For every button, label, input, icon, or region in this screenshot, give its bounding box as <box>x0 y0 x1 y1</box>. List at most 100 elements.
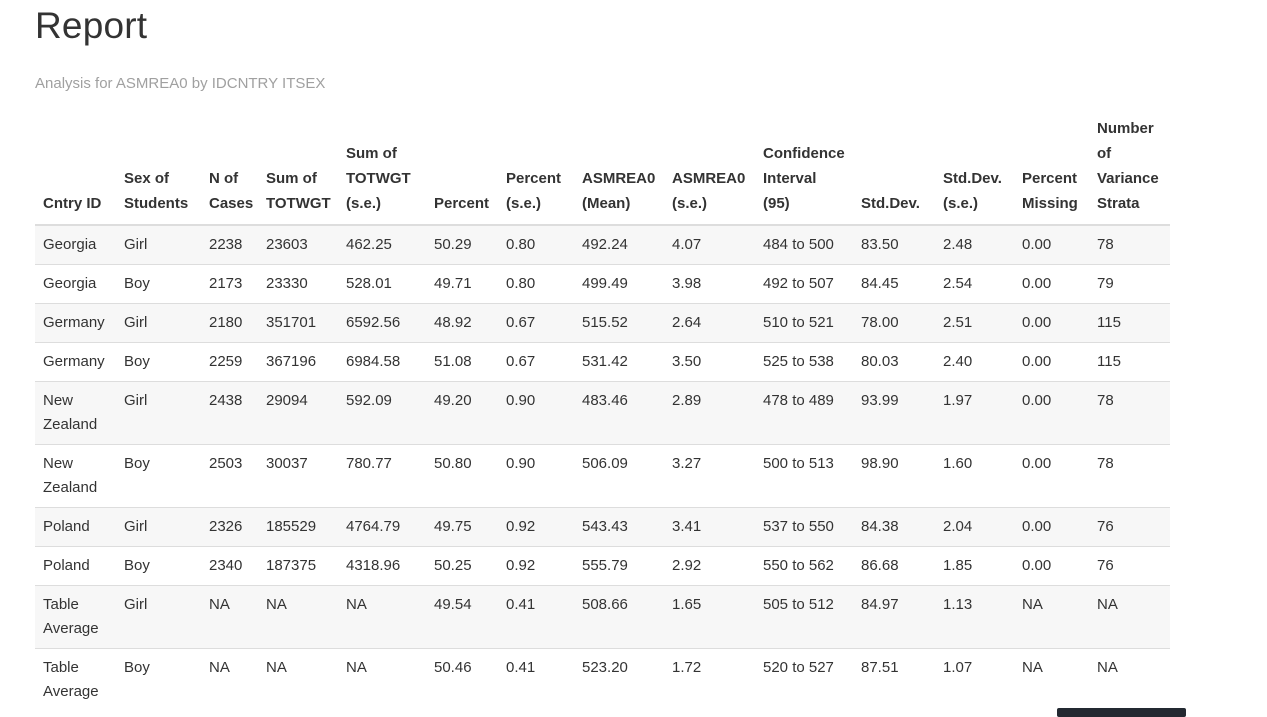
table-cell: 0.00 <box>1014 507 1089 547</box>
column-header-13: Percent Missing <box>1014 108 1089 226</box>
table-cell: Girl <box>116 381 201 445</box>
table-cell: 492 to 507 <box>755 264 853 304</box>
table-cell: 49.75 <box>426 507 498 547</box>
table-cell: 0.80 <box>498 264 574 304</box>
table-cell: 84.38 <box>853 507 935 547</box>
table-cell: 6984.58 <box>338 342 426 382</box>
table-cell: 2.89 <box>664 381 755 445</box>
table-cell: 2503 <box>201 444 258 508</box>
table-row: Table Average Boy NA NA NA 50.46 0.41 523.20 1.7… <box>35 648 1170 712</box>
table-cell: NA <box>201 648 258 712</box>
table-cell: 0.00 <box>1014 342 1089 382</box>
table-row: Germany Girl 2180 351701 6592.56 48.92 0.67 515… <box>35 303 1170 343</box>
table-header: Cntry ID Sex of Students N of Cases Sum of … <box>35 108 1170 226</box>
column-header-4: Sum of TOTWGT <box>258 108 338 226</box>
table-cell: 76 <box>1089 546 1170 586</box>
table-cell: 80.03 <box>853 342 935 382</box>
table-cell: Poland <box>35 507 116 547</box>
table-cell: 0.00 <box>1014 264 1089 304</box>
table-cell: 84.97 <box>853 585 935 649</box>
table-cell: 1.97 <box>935 381 1014 445</box>
table-cell: 1.60 <box>935 444 1014 508</box>
table-cell: 0.00 <box>1014 303 1089 343</box>
table-cell: 550 to 562 <box>755 546 853 586</box>
table-cell: 78 <box>1097 236 1114 253</box>
column-header-10: Confidence Interval (95) <box>755 108 853 226</box>
table-cell: 520 to 527 <box>755 648 853 712</box>
table-cell: 2.64 <box>664 303 755 343</box>
table-cell: 51.08 <box>426 342 498 382</box>
table-cell: 78 <box>1089 444 1170 508</box>
table-cell: 0.41 <box>498 585 574 649</box>
table-cell: 0.92 <box>498 507 574 547</box>
table-cell: 4.07 <box>672 236 702 253</box>
page-title: Report <box>35 5 148 46</box>
table-cell: 50.25 <box>426 546 498 586</box>
table-row: Poland Boy 2340 187375 4318.96 50.25 0.92 555.7… <box>35 546 1170 586</box>
table-cell: 500 to 513 <box>755 444 853 508</box>
table-row: Georgia Girl 2238 23603 462.25 50.29 0.80 492.2… <box>35 225 1170 265</box>
table-cell: 537 to 550 <box>755 507 853 547</box>
table-cell: 483.46 <box>574 381 664 445</box>
column-header-1: Cntry ID <box>35 108 116 226</box>
table-cell: NA <box>1089 585 1170 649</box>
table-cell: 23603 <box>266 236 308 253</box>
table-cell: 525 to 538 <box>755 342 853 382</box>
table-cell: 0.92 <box>498 546 574 586</box>
table-cell: 0.67 <box>498 303 574 343</box>
table-cell: 2238 <box>209 236 243 253</box>
table-cell: 508.66 <box>574 585 664 649</box>
table-cell: 0.00 <box>1014 546 1089 586</box>
table-cell: 2340 <box>201 546 258 586</box>
table-cell: 86.68 <box>853 546 935 586</box>
table-cell: 3.41 <box>664 507 755 547</box>
table-cell: 351701 <box>258 303 338 343</box>
table-cell: NA <box>1014 648 1089 712</box>
table-cell: NA <box>338 585 426 649</box>
table-cell: 6592.56 <box>338 303 426 343</box>
table-cell: 2.92 <box>664 546 755 586</box>
analysis-subtitle: Analysis for ASMREA0 by IDCNTRY ITSEX <box>35 75 326 92</box>
table-cell: 515.52 <box>574 303 664 343</box>
column-header-2: Sex of Students <box>116 108 201 226</box>
table-cell: 30037 <box>258 444 338 508</box>
table-cell: 592.09 <box>338 381 426 445</box>
table-cell: 50.29 <box>434 236 472 253</box>
table-cell: 462.25 <box>346 236 392 253</box>
column-header-7: Percent (s.e.) <box>498 108 574 226</box>
table-cell: 0.90 <box>498 381 574 445</box>
table-cell: 2.48 <box>943 236 973 253</box>
table-cell: 4318.96 <box>338 546 426 586</box>
table-cell: 2180 <box>201 303 258 343</box>
table-cell: 3.27 <box>664 444 755 508</box>
table-cell: Georgia <box>35 264 116 304</box>
table-cell: 510 to 521 <box>755 303 853 343</box>
report-page: { "page": { "title": "Report", "subtitle… <box>0 4 1267 717</box>
table-cell: 2.54 <box>935 264 1014 304</box>
table-cell: 79 <box>1089 264 1170 304</box>
table-cell: 499.49 <box>574 264 664 304</box>
table-row: Table Average Girl NA NA NA 49.54 0.41 508.66 1.… <box>35 585 1170 649</box>
table-cell: Germany <box>35 303 116 343</box>
table-row: Germany Boy 2259 367196 6984.58 51.08 0.67 531.… <box>35 342 1170 382</box>
table-cell: 1.65 <box>664 585 755 649</box>
table-cell: NA <box>258 648 338 712</box>
table-cell: 367196 <box>258 342 338 382</box>
table-cell: New Zealand <box>35 381 116 445</box>
table-cell: 2.04 <box>935 507 1014 547</box>
column-header-5: Sum of TOTWGT (s.e.) <box>338 108 426 226</box>
table-cell: 505 to 512 <box>755 585 853 649</box>
table-cell: 1.72 <box>664 648 755 712</box>
table-cell: Poland <box>35 546 116 586</box>
table-cell: 1.85 <box>935 546 1014 586</box>
table-cell: 0.80 <box>506 236 536 253</box>
table-cell: 23330 <box>258 264 338 304</box>
table-cell: 2438 <box>201 381 258 445</box>
results-table: Cntry ID Sex of Students N of Cases Sum of … <box>35 108 1170 712</box>
column-header-6: Percent <box>426 108 498 226</box>
report-container: Report Analysis for ASMREA0 by IDCNTRY I… <box>0 4 1267 712</box>
column-header-8: ASMREA0 (Mean) <box>574 108 664 226</box>
column-header-9: ASMREA0 (s.e.) <box>664 108 755 226</box>
table-row: Georgia Boy 2173 23330 528.01 49.71 0.80 499.49… <box>35 264 1170 304</box>
table-cell: Girl <box>116 507 201 547</box>
